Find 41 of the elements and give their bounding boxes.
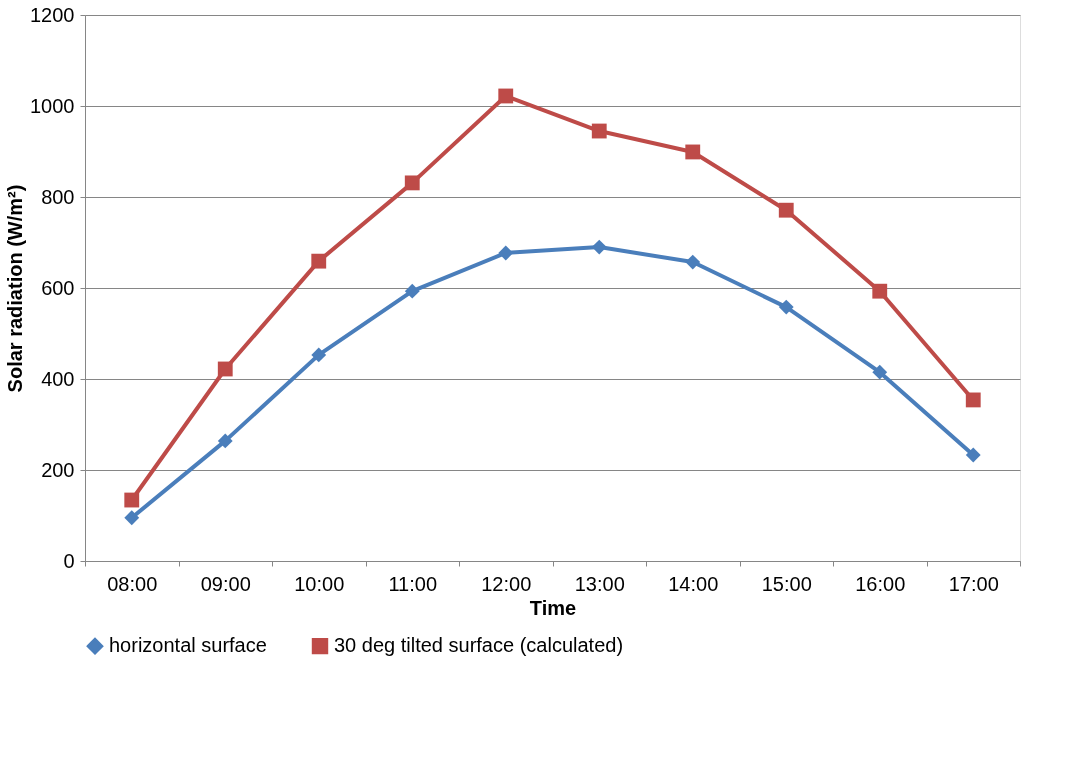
y-tick-label: 1000 xyxy=(30,94,75,117)
y-axis-title: Solar radiation (W/m²) xyxy=(4,184,27,393)
x-tick-label: 16:00 xyxy=(855,572,906,595)
point xyxy=(498,245,514,261)
x-tick-label: 12:00 xyxy=(481,572,532,595)
y-tick-label: 400 xyxy=(41,367,75,390)
point xyxy=(591,239,607,255)
legend-label: horizontal surface xyxy=(109,634,267,657)
x-tick-label: 10:00 xyxy=(294,572,345,595)
point xyxy=(685,254,701,270)
point xyxy=(124,492,140,508)
point xyxy=(965,392,981,408)
point xyxy=(591,123,607,139)
x-tick-label: 08:00 xyxy=(107,572,158,595)
point xyxy=(124,510,140,526)
y-tick-label: 800 xyxy=(41,185,75,208)
point xyxy=(404,283,420,299)
x-tick-label: 09:00 xyxy=(200,572,251,595)
y-tick-label: 600 xyxy=(41,276,75,299)
point xyxy=(872,364,888,380)
point xyxy=(778,202,794,218)
y-tick-label: 200 xyxy=(41,458,75,481)
x-tick-label: 17:00 xyxy=(948,572,999,595)
point xyxy=(965,447,981,463)
point xyxy=(217,361,233,377)
point xyxy=(311,253,327,269)
x-tick-label: 14:00 xyxy=(668,572,719,595)
x-axis-title: Time xyxy=(529,596,577,619)
point xyxy=(404,175,420,191)
point xyxy=(872,283,888,299)
point xyxy=(217,433,233,449)
point xyxy=(498,88,514,104)
x-tick-label: 13:00 xyxy=(574,572,625,595)
x-tick-label: 11:00 xyxy=(388,572,438,595)
x-tick-label: 15:00 xyxy=(761,572,812,595)
y-tick-label: 0 xyxy=(63,549,75,572)
point xyxy=(311,347,327,363)
legend-label: 30 deg tilted surface (calculated) xyxy=(334,634,624,657)
point xyxy=(778,299,794,315)
y-tick-label: 1200 xyxy=(30,3,75,26)
point xyxy=(685,144,701,160)
